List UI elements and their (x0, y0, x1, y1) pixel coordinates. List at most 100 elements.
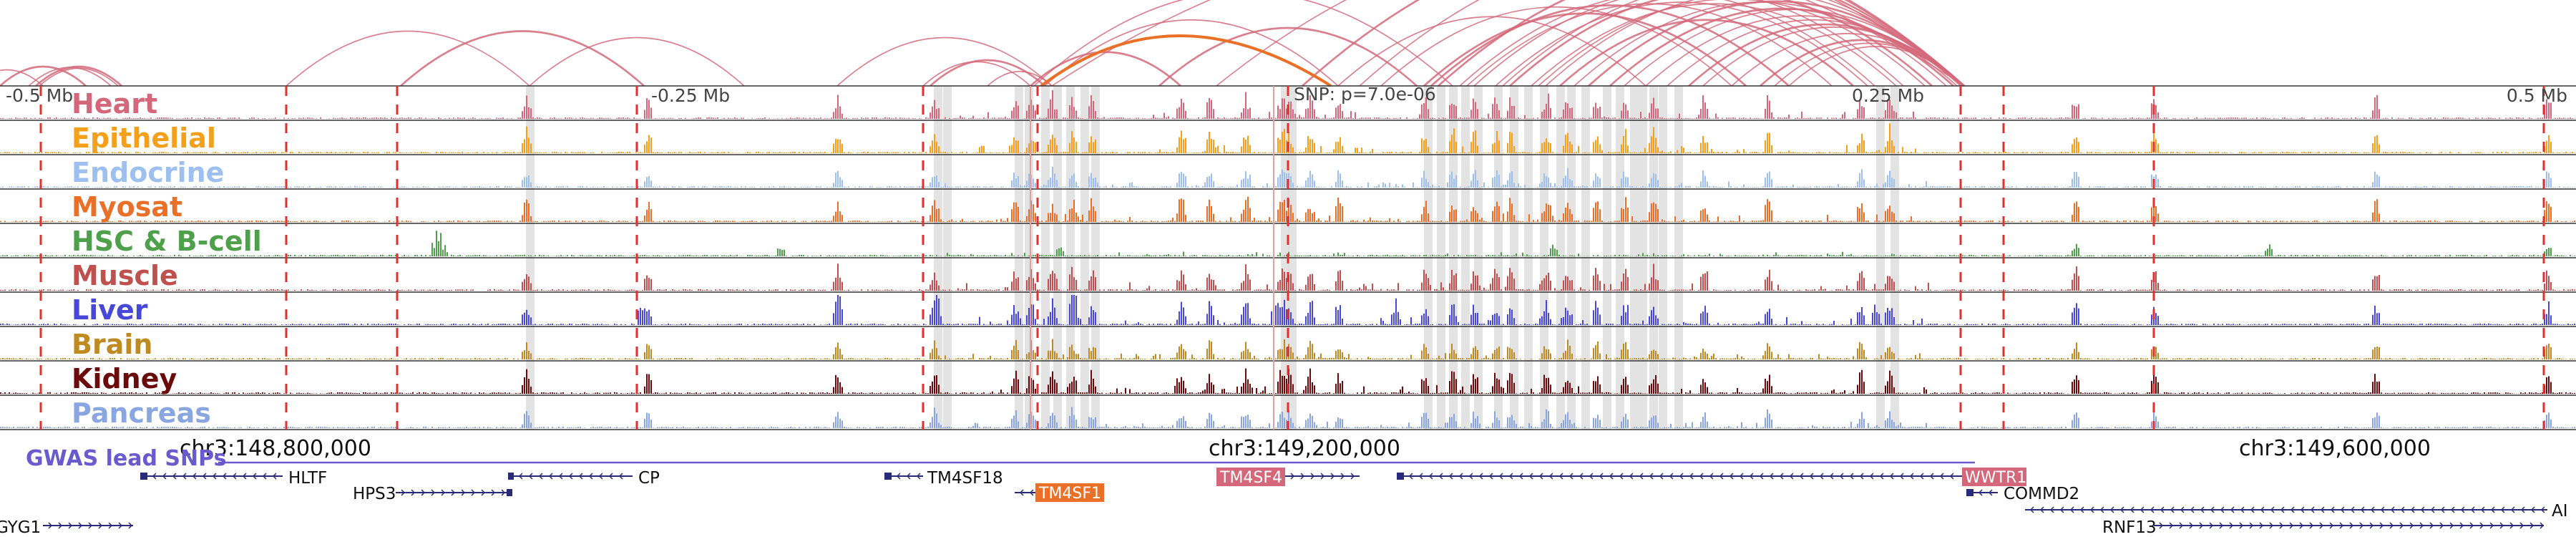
strand-chevron (2170, 506, 2175, 513)
gene-tm4sf18[interactable]: TM4SF18 (884, 469, 1003, 488)
interaction-arc (987, 71, 1053, 87)
gene-cp[interactable]: CP (508, 469, 660, 488)
strand-chevron (1899, 473, 1904, 480)
strand-chevron (88, 522, 93, 529)
strand-chevron (2259, 522, 2264, 529)
strand-chevron (491, 489, 496, 496)
strand-chevron (98, 522, 103, 529)
strand-chevron (272, 473, 277, 480)
strand-chevron (2290, 506, 2295, 513)
strand-chevron (2069, 506, 2074, 513)
strand-chevron (2439, 522, 2444, 529)
interaction-arc (836, 37, 1053, 87)
gene-rnf13[interactable]: RNF13 (2102, 518, 2544, 537)
strand-chevron (1719, 473, 1724, 480)
interaction-arcs (0, 0, 1965, 87)
strand-chevron (2429, 522, 2434, 529)
strand-chevron (68, 522, 73, 529)
strand-chevron (411, 489, 416, 496)
strand-chevron (2309, 522, 2314, 529)
strand-chevron (2200, 506, 2205, 513)
strand-chevron (1749, 473, 1754, 480)
gene-tm4sf4[interactable]: TM4SF4 (1216, 468, 1360, 487)
track-labels: Heart Epithelial Endocrine Myosat HSC & … (72, 88, 262, 429)
strand-chevron (2370, 506, 2375, 513)
svg-text:AI: AI (2552, 502, 2568, 521)
strand-chevron (1809, 473, 1814, 480)
gene-ai[interactable]: AI (2025, 502, 2568, 521)
strand-chevron (1729, 473, 1734, 480)
interaction-arc (1538, 0, 1926, 87)
strand-chevron (2409, 522, 2414, 529)
strand-chevron (162, 473, 167, 480)
strand-chevron (2079, 506, 2084, 513)
gene-tm4sf1[interactable]: TM4SF1 (1015, 483, 1104, 503)
strand-chevron (1290, 473, 1295, 480)
strand-chevron (1869, 473, 1874, 480)
track-label-liver: Liver (72, 294, 148, 326)
gene-wwtr1[interactable]: WWTR1 (1397, 468, 2026, 487)
strand-chevron (2399, 522, 2404, 529)
strand-chevron (2150, 506, 2155, 513)
strand-chevron (1689, 473, 1694, 480)
interaction-arc (1380, 6, 1732, 87)
strand-chevron (262, 473, 267, 480)
strand-chevron (2230, 506, 2235, 513)
gene-commd2[interactable]: COMMD2 (1966, 485, 2079, 503)
interaction-arc (1430, 4, 1790, 87)
strand-chevron (896, 473, 901, 480)
track-signal (0, 90, 2576, 119)
strand-chevron (451, 489, 456, 496)
strand-chevron (1558, 473, 1563, 480)
strand-chevron (2489, 522, 2494, 529)
strand-chevron (1839, 473, 1844, 480)
track-label-heart: Heart (72, 88, 157, 120)
interaction-arc (1495, 1, 1868, 87)
strand-chevron (401, 489, 406, 496)
svg-text:CP: CP (638, 469, 660, 488)
strand-chevron (2299, 522, 2304, 529)
strand-chevron (212, 473, 217, 480)
snp-lines (39, 86, 2545, 430)
strand-chevron (2360, 506, 2365, 513)
strand-chevron (1629, 473, 1634, 480)
strand-chevron (1350, 473, 1355, 480)
strand-chevron (2300, 506, 2305, 513)
strand-chevron (172, 473, 177, 480)
scale-left-label: -0.5 Mb (6, 85, 73, 106)
interaction-arc (1531, 3, 1897, 87)
strand-chevron (2319, 522, 2324, 529)
strand-chevron (1468, 473, 1473, 480)
track-label-endocrine: Endocrine (72, 157, 224, 188)
strand-chevron (2339, 522, 2344, 529)
gene-hltf[interactable]: HLTF (140, 469, 327, 488)
strand-chevron (2310, 506, 2315, 513)
strand-chevron (1568, 473, 1574, 480)
strand-chevron (1448, 473, 1453, 480)
interaction-arc (0, 65, 87, 87)
strand-chevron (2239, 522, 2244, 529)
gene-gyg1[interactable]: GYG1 (0, 518, 133, 537)
strand-chevron (2089, 506, 2094, 513)
strand-chevron (421, 489, 426, 496)
strand-chevron (1478, 473, 1483, 480)
svg-text:HPS3: HPS3 (353, 485, 396, 503)
strand-chevron (1779, 473, 1784, 480)
strand-chevron (2400, 506, 2405, 513)
strand-chevron (1428, 473, 1433, 480)
strand-chevron (1518, 473, 1523, 480)
strand-chevron (2490, 506, 2495, 513)
strand-chevron (2420, 506, 2425, 513)
strand-chevron (1699, 473, 1704, 480)
strand-chevron (608, 473, 613, 480)
interaction-arc (1423, 12, 1747, 87)
strand-chevron (2320, 506, 2325, 513)
strand-chevron (1939, 473, 1944, 480)
strand-chevron (58, 522, 63, 529)
svg-text:RNF13: RNF13 (2102, 518, 2157, 537)
strand-chevron (916, 473, 921, 480)
strand-chevron (2129, 506, 2135, 513)
strand-chevron (2540, 522, 2545, 529)
strand-chevron (128, 522, 133, 529)
strand-chevron (2289, 522, 2294, 529)
